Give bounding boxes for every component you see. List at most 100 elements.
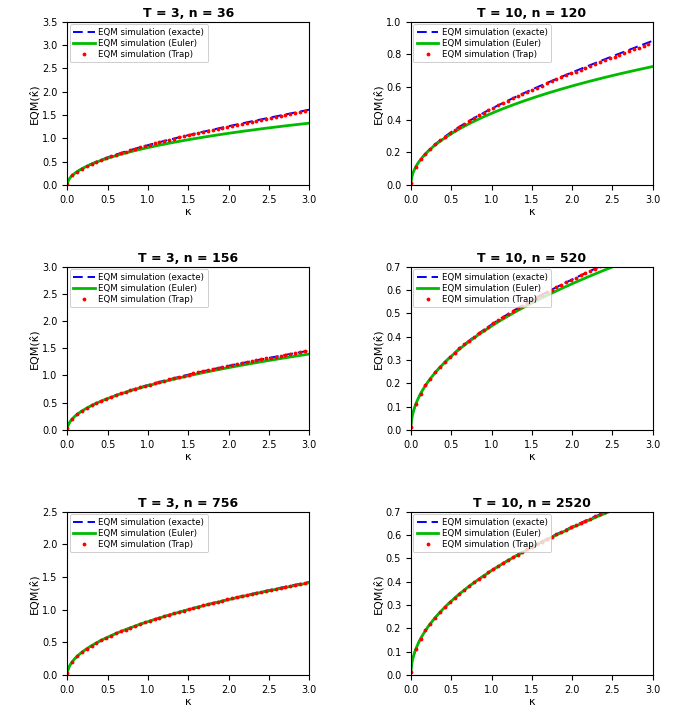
EQM simulation (exacte) [178,372,186,381]
EQM simulation (exacte) [649,489,657,498]
Line: EQM simulation (exacte): EQM simulation (exacte) [67,110,310,184]
EQM simulation (Euler) [262,587,270,596]
EQM simulation (Trap) [630,248,638,256]
Line: EQM simulation (exacte): EQM simulation (exacte) [411,244,653,426]
EQM simulation (Trap) [499,99,507,108]
EQM simulation (Trap) [436,136,444,144]
EQM simulation (Trap) [122,147,130,156]
EQM simulation (Trap) [504,556,512,564]
EQM simulation (Trap) [228,121,236,130]
EQM simulation (Euler) [207,367,215,376]
EQM simulation (Trap) [78,164,86,173]
EQM simulation (Trap) [228,360,236,369]
EQM simulation (exacte) [605,506,613,515]
EQM simulation (Euler) [523,95,531,104]
EQM simulation (Trap) [189,130,197,139]
EQM simulation (Trap) [131,622,139,630]
EQM simulation (Trap) [625,498,633,507]
EQM simulation (Trap) [73,652,81,661]
EQM simulation (Trap) [301,347,309,355]
EQM simulation (Euler) [538,294,546,302]
X-axis label: κ: κ [528,452,535,462]
EQM simulation (Euler) [63,424,71,433]
Title: T = 10, n = 520: T = 10, n = 520 [477,253,586,266]
EQM simulation (Euler) [551,531,559,540]
EQM simulation (Trap) [180,606,188,615]
EQM simulation (Trap) [92,638,100,647]
EQM simulation (Trap) [504,96,512,105]
EQM simulation (exacte) [522,546,530,554]
EQM simulation (Trap) [581,516,590,525]
EQM simulation (Trap) [83,162,91,170]
EQM simulation (Euler) [178,136,186,145]
EQM simulation (exacte) [605,53,613,62]
Line: EQM simulation (Trap): EQM simulation (Trap) [409,243,651,429]
EQM simulation (exacte) [643,39,651,47]
EQM simulation (Trap) [421,149,429,158]
EQM simulation (exacte) [180,132,188,141]
EQM simulation (exacte) [523,299,531,307]
EQM simulation (Trap) [417,155,425,164]
EQM simulation (Trap) [436,608,444,617]
EQM simulation (Trap) [223,595,232,604]
EQM simulation (Trap) [586,62,594,70]
EQM simulation (Trap) [98,396,106,405]
EQM simulation (exacte) [551,75,559,84]
EQM simulation (exacte) [306,578,314,587]
EQM simulation (Trap) [262,587,270,595]
EQM simulation (Trap) [601,260,609,269]
EQM simulation (Trap) [175,373,183,381]
EQM simulation (Trap) [122,388,130,396]
EQM simulation (Trap) [421,626,429,635]
EQM simulation (Trap) [194,129,203,137]
EQM simulation (exacte) [262,587,270,595]
EQM simulation (Trap) [233,360,241,368]
EQM simulation (Trap) [213,597,221,606]
Title: T = 10, n = 2520: T = 10, n = 2520 [473,498,591,510]
EQM simulation (Trap) [610,504,618,513]
EQM simulation (Trap) [291,349,299,358]
EQM simulation (Trap) [441,358,449,366]
EQM simulation (Trap) [127,146,135,154]
EQM simulation (Trap) [474,111,483,120]
EQM simulation (Trap) [547,532,555,541]
EQM simulation (Trap) [189,369,197,378]
EQM simulation (Trap) [591,60,599,68]
Line: EQM simulation (Euler): EQM simulation (Euler) [411,495,653,671]
EQM simulation (Trap) [102,633,110,642]
EQM simulation (Trap) [87,641,96,650]
EQM simulation (Euler) [180,373,188,381]
EQM simulation (Trap) [267,353,275,362]
EQM simulation (Trap) [98,636,106,645]
EQM simulation (Trap) [165,610,173,619]
EQM simulation (Trap) [489,319,497,327]
EQM simulation (exacte) [407,422,415,431]
EQM simulation (Trap) [567,69,575,78]
EQM simulation (Euler) [538,90,546,99]
EQM simulation (Trap) [625,47,633,55]
EQM simulation (exacte) [643,491,651,500]
EQM simulation (exacte) [207,365,215,374]
EQM simulation (Euler) [299,119,308,128]
EQM simulation (Trap) [151,379,159,388]
EQM simulation (Trap) [301,107,309,116]
EQM simulation (Euler) [649,62,657,71]
EQM simulation (Trap) [606,506,614,515]
EQM simulation (Trap) [141,381,149,390]
EQM simulation (exacte) [180,371,188,380]
EQM simulation (Trap) [131,384,139,393]
EQM simulation (Trap) [465,582,473,590]
EQM simulation (Trap) [175,607,183,616]
EQM simulation (Trap) [586,514,594,523]
EQM simulation (Euler) [649,248,657,256]
EQM simulation (Trap) [160,376,168,385]
EQM simulation (exacte) [523,88,531,96]
EQM simulation (Trap) [523,299,531,307]
EQM simulation (Euler) [551,87,559,95]
EQM simulation (Trap) [267,113,275,122]
EQM simulation (Trap) [407,178,415,187]
EQM simulation (Trap) [533,540,541,549]
EQM simulation (exacte) [605,258,613,266]
EQM simulation (Trap) [223,362,232,370]
EQM simulation (Trap) [606,258,614,266]
